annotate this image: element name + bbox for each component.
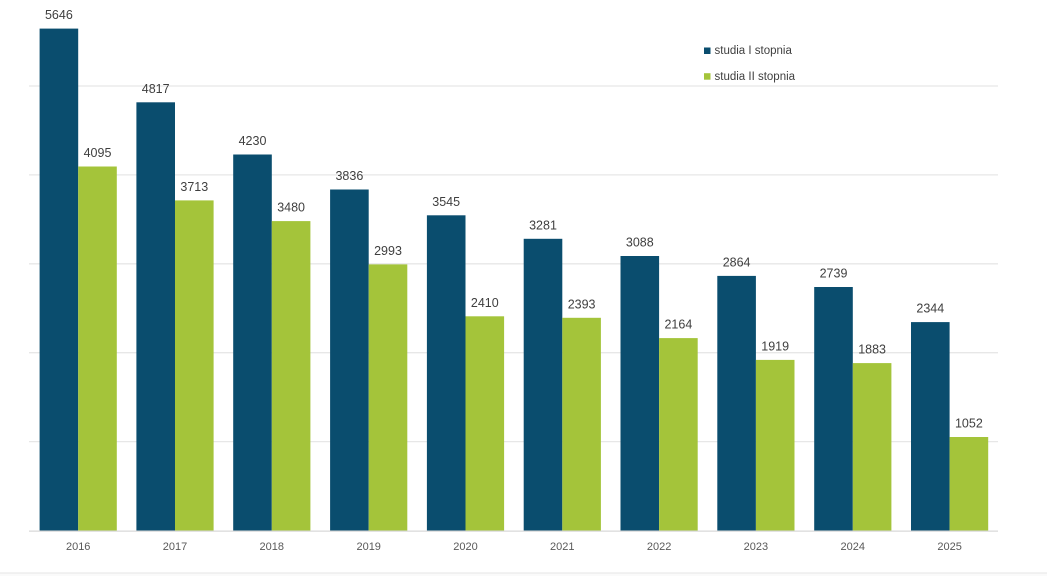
- svg-text:2993: 2993: [374, 244, 402, 258]
- svg-text:4817: 4817: [142, 82, 170, 96]
- svg-text:3836: 3836: [335, 169, 363, 183]
- svg-text:2020: 2020: [453, 541, 477, 553]
- svg-text:2393: 2393: [568, 297, 596, 311]
- svg-text:3545: 3545: [432, 195, 460, 209]
- svg-text:2025: 2025: [937, 541, 961, 553]
- svg-text:2023: 2023: [744, 541, 768, 553]
- svg-text:4095: 4095: [84, 146, 112, 160]
- svg-text:2344: 2344: [916, 302, 944, 316]
- svg-text:2017: 2017: [163, 541, 187, 553]
- svg-text:3480: 3480: [277, 201, 305, 215]
- svg-text:2021: 2021: [550, 541, 574, 553]
- svg-text:studia I stopnia: studia I stopnia: [715, 45, 793, 57]
- svg-text:1919: 1919: [761, 339, 789, 353]
- svg-text:2016: 2016: [66, 541, 90, 553]
- svg-text:2410: 2410: [471, 296, 499, 310]
- svg-text:2022: 2022: [647, 541, 671, 553]
- svg-text:2864: 2864: [723, 255, 751, 269]
- svg-text:2019: 2019: [356, 541, 380, 553]
- svg-text:2739: 2739: [820, 267, 848, 281]
- svg-text:2164: 2164: [664, 318, 692, 332]
- svg-text:1052: 1052: [955, 417, 983, 431]
- svg-text:4230: 4230: [239, 134, 267, 148]
- svg-text:2024: 2024: [841, 541, 865, 553]
- svg-text:5646: 5646: [45, 8, 73, 22]
- svg-text:3088: 3088: [626, 236, 654, 250]
- svg-text:1883: 1883: [858, 343, 886, 357]
- svg-text:3713: 3713: [180, 180, 208, 194]
- svg-text:studia II stopnia: studia II stopnia: [715, 71, 796, 83]
- svg-text:2018: 2018: [260, 541, 284, 553]
- svg-text:3281: 3281: [529, 218, 557, 232]
